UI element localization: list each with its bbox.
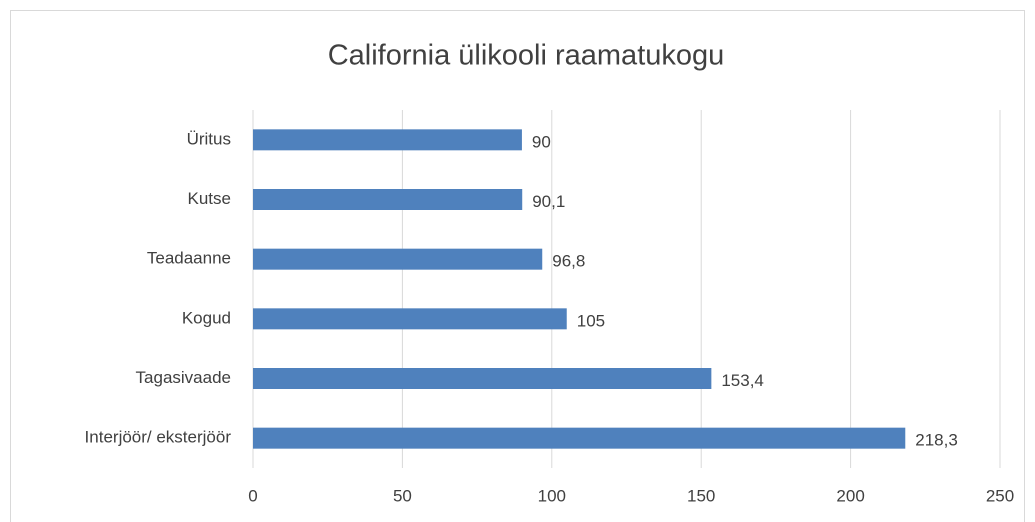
x-tick-label: 100	[538, 486, 566, 505]
value-label: 105	[577, 311, 605, 330]
x-tick-label: 250	[986, 486, 1014, 505]
y-tick-label: Kutse	[188, 189, 231, 208]
x-tick-label: 0	[248, 486, 257, 505]
x-tick-label: 200	[836, 486, 864, 505]
y-tick-label: Tagasivaade	[136, 368, 231, 387]
y-tick-label: Üritus	[187, 129, 231, 148]
value-label: 153,4	[721, 371, 764, 390]
chart-title: California ülikooli raamatukogu	[328, 40, 725, 72]
bar	[253, 189, 523, 210]
y-tick-label: Teadaanne	[147, 249, 231, 268]
value-label: 90,1	[532, 192, 565, 211]
bar	[253, 248, 543, 270]
value-label: 90	[532, 132, 551, 151]
bar	[253, 129, 522, 151]
x-tick-label: 150	[687, 486, 715, 505]
y-tick-label: Kogud	[182, 308, 231, 327]
x-tick-label: 50	[393, 486, 412, 505]
bar	[253, 427, 906, 449]
value-label: 218,3	[915, 431, 958, 450]
bar	[253, 308, 567, 330]
bar	[253, 368, 712, 389]
y-tick-label: Interjöör/ eksterjöör	[85, 428, 232, 447]
value-label: 96,8	[552, 252, 585, 271]
